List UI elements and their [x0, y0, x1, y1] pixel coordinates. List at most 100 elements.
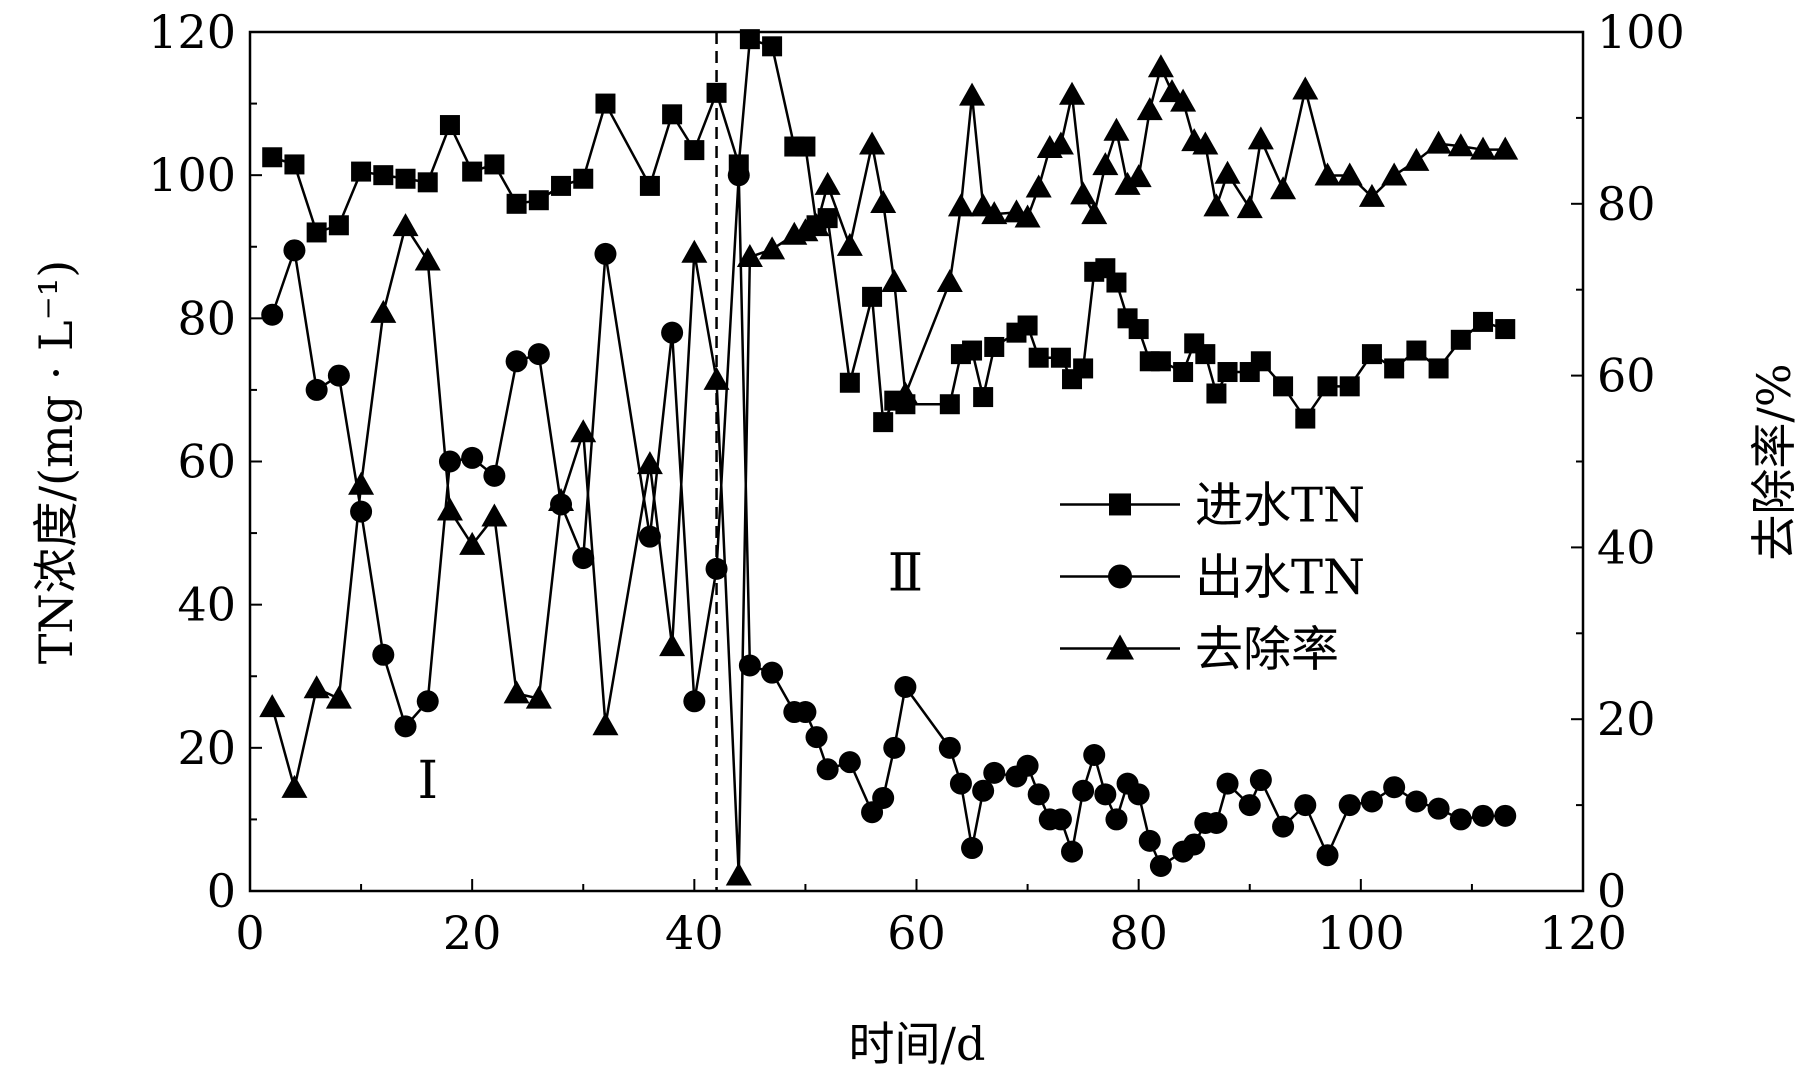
data-point-triangle	[1447, 133, 1474, 157]
data-point-triangle	[936, 268, 963, 292]
data-point-triangle	[1236, 195, 1263, 219]
data-point-triangle	[1470, 136, 1497, 160]
data-point-square	[1384, 358, 1405, 379]
data-point-circle	[661, 321, 684, 344]
data-point-triangle	[1092, 152, 1119, 176]
y-axis-label: TN浓度/(mg · L⁻¹)	[29, 260, 83, 665]
data-point-square	[984, 336, 1005, 357]
data-point-triangle	[1292, 76, 1319, 100]
data-point-circle	[883, 736, 906, 759]
data-point-circle	[794, 701, 817, 724]
data-point-circle	[1149, 854, 1172, 877]
x-tick-label: 100	[1317, 906, 1405, 960]
data-point-square	[1206, 383, 1227, 404]
y2-tick-label: 40	[1597, 520, 1656, 574]
data-point-triangle	[1192, 131, 1219, 155]
data-point-square	[862, 286, 883, 307]
data-point-triangle	[570, 419, 597, 443]
data-point-circle	[1472, 804, 1495, 827]
x-tick-label: 80	[1109, 906, 1168, 960]
data-point-triangle	[459, 531, 486, 555]
data-point-square	[573, 168, 594, 189]
data-point-triangle	[259, 694, 286, 718]
data-point-triangle	[592, 712, 619, 736]
data-point-square	[439, 115, 460, 136]
data-point-circle	[727, 164, 750, 187]
data-point-triangle	[1047, 131, 1074, 155]
data-point-square	[839, 372, 860, 393]
data-point-circle	[872, 786, 895, 809]
y-tick-label: 100	[148, 148, 236, 202]
data-point-circle	[527, 343, 550, 366]
data-point-triangle	[725, 862, 752, 886]
data-point-circle	[283, 239, 306, 262]
data-point-triangle	[870, 189, 897, 213]
data-point-square	[328, 215, 349, 236]
data-point-circle	[938, 736, 961, 759]
data-point-triangle	[481, 503, 508, 527]
data-point-circle	[1449, 808, 1472, 831]
data-point-triangle	[503, 680, 530, 704]
data-point-triangle	[348, 471, 375, 495]
data-point-square	[1428, 358, 1449, 379]
data-point-triangle	[1492, 136, 1519, 160]
data-point-triangle	[1425, 130, 1452, 154]
data-point-square	[595, 93, 616, 114]
data-point-square	[284, 154, 305, 175]
data-point-square	[1017, 315, 1038, 336]
data-point-circle	[683, 690, 706, 713]
data-point-triangle	[303, 675, 330, 699]
data-point-triangle	[1114, 171, 1141, 195]
data-point-triangle	[1203, 193, 1230, 217]
data-point-square	[817, 208, 838, 229]
data-point-triangle	[1125, 164, 1152, 188]
legend-label: 出水TN	[1195, 549, 1365, 605]
data-point-square	[1450, 329, 1471, 350]
data-point-square	[262, 147, 283, 168]
data-point-circle	[894, 675, 917, 698]
data-point-triangle	[548, 488, 575, 512]
data-point-square	[1128, 319, 1149, 340]
x-tick-label: 60	[887, 906, 946, 960]
data-point-triangle	[703, 366, 730, 390]
data-point-square	[973, 387, 994, 408]
data-point-square	[1150, 351, 1171, 372]
data-point-square	[1028, 347, 1049, 368]
data-point-circle	[1316, 844, 1339, 867]
data-point-triangle	[881, 268, 908, 292]
data-point-circle	[461, 446, 484, 469]
data-point-square	[1339, 376, 1360, 397]
data-point-triangle	[370, 299, 397, 323]
data-point-triangle	[1358, 183, 1385, 207]
data-point-triangle	[681, 239, 708, 263]
legend-marker-square	[1109, 493, 1131, 516]
data-point-circle	[1360, 790, 1383, 813]
data-point-circle	[1083, 743, 1106, 766]
data-point-square	[351, 161, 372, 182]
data-point-triangle	[759, 236, 786, 260]
y2-tick-label: 0	[1597, 864, 1626, 918]
data-point-circle	[483, 464, 506, 487]
data-point-square	[639, 175, 660, 196]
data-point-triangle	[1025, 174, 1052, 198]
data-point-circle	[816, 758, 839, 781]
y-tick-label: 20	[177, 721, 236, 775]
x-axis-label: 时间/d	[849, 1017, 986, 1071]
data-point-triangle	[947, 193, 974, 217]
data-point-square	[962, 340, 983, 361]
data-point-triangle	[959, 82, 986, 106]
data-point-square	[939, 394, 960, 415]
data-point-circle	[416, 690, 439, 713]
x-tick-label: 20	[443, 906, 502, 960]
data-point-circle	[1072, 779, 1095, 802]
data-point-triangle	[892, 381, 919, 405]
data-point-circle	[372, 643, 395, 666]
data-point-triangle	[1314, 162, 1341, 186]
y-tick-label: 60	[177, 435, 236, 489]
data-point-circle	[438, 450, 461, 473]
data-point-square	[1295, 408, 1316, 429]
data-point-square	[1473, 311, 1494, 332]
data-point-circle	[1427, 797, 1450, 820]
data-point-triangle	[836, 232, 863, 256]
data-point-triangle	[1070, 181, 1097, 205]
